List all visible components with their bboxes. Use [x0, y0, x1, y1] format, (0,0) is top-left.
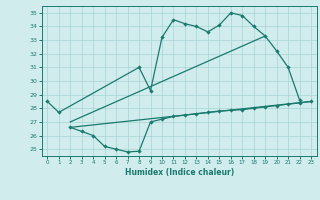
X-axis label: Humidex (Indice chaleur): Humidex (Indice chaleur)	[124, 168, 234, 177]
